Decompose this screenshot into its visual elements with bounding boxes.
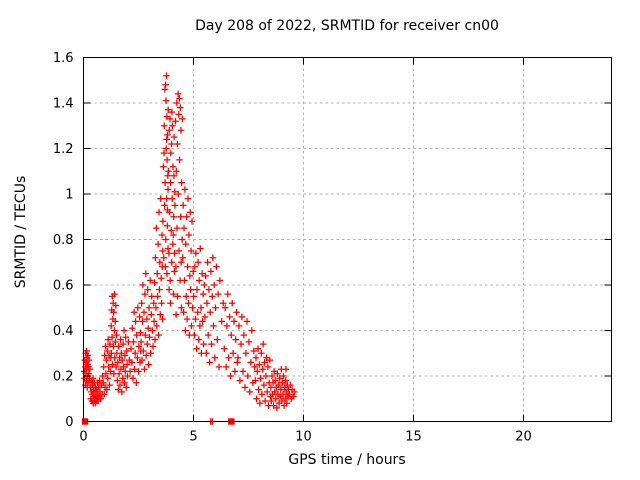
x-tick-label: 10: [295, 430, 312, 445]
chart-title: Day 208 of 2022, SRMTID for receiver cn0…: [195, 18, 499, 34]
x-tick-label: 5: [189, 430, 197, 445]
y-tick-label: 0.4: [53, 324, 74, 339]
x-tick-label: 20: [515, 430, 532, 445]
y-tick-label: 1: [65, 188, 73, 203]
y-axis-label: SRMTID / TECUs: [13, 175, 29, 289]
x-tick-label: 15: [405, 430, 422, 445]
y-tick-label: 1.6: [53, 51, 74, 66]
y-tick-label: 0: [65, 415, 73, 430]
y-tick-label: 0.6: [53, 279, 74, 294]
x-tick-label: 0: [79, 430, 87, 445]
y-tick-label: 1.4: [53, 97, 74, 112]
scatter-points: [80, 72, 298, 425]
y-tick-label: 1.2: [53, 142, 74, 157]
y-tick-label: 0.2: [53, 370, 74, 385]
x-axis-label: GPS time / hours: [288, 452, 406, 468]
y-tick-label: 0.8: [53, 233, 74, 248]
